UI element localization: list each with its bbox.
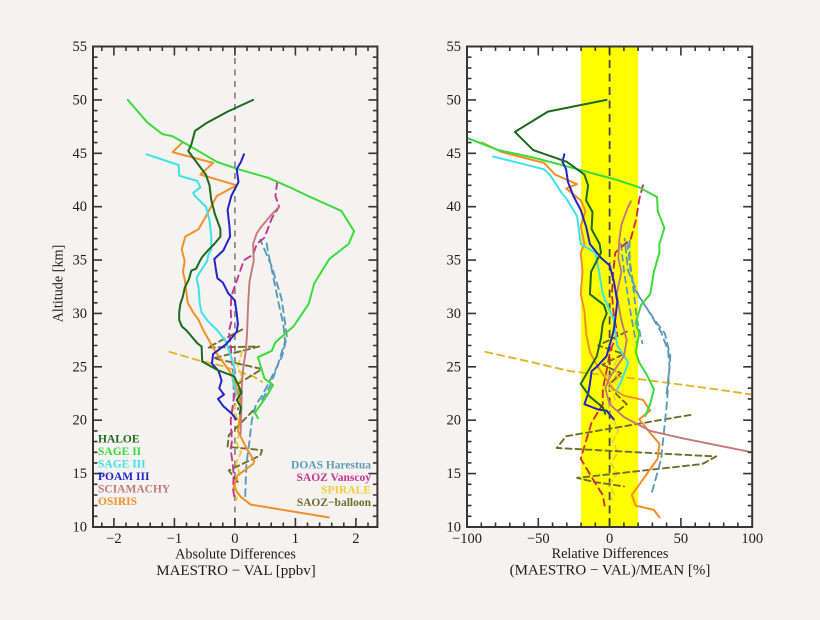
svg-text:0: 0 <box>606 531 613 547</box>
svg-text:−1: −1 <box>167 531 182 547</box>
svg-text:HALOE: HALOE <box>98 434 140 446</box>
svg-text:−2: −2 <box>106 531 121 547</box>
svg-text:1: 1 <box>292 531 299 547</box>
svg-text:50: 50 <box>674 531 689 547</box>
svg-text:100: 100 <box>741 531 763 547</box>
svg-text:10: 10 <box>447 520 462 536</box>
svg-text:SAOZ−balloon: SAOZ−balloon <box>297 497 372 509</box>
svg-text:15: 15 <box>447 466 462 482</box>
svg-text:50: 50 <box>73 92 88 108</box>
svg-text:−50: −50 <box>527 531 550 547</box>
svg-text:(MAESTRO − VAL)/MEAN [%]: (MAESTRO − VAL)/MEAN [%] <box>510 563 711 579</box>
svg-text:45: 45 <box>447 146 462 162</box>
svg-text:55: 55 <box>447 39 462 55</box>
svg-text:35: 35 <box>447 253 462 269</box>
svg-text:Absolute Differences: Absolute Differences <box>175 547 296 563</box>
svg-text:45: 45 <box>73 146 88 162</box>
svg-text:55: 55 <box>73 39 88 55</box>
svg-text:POAM III: POAM III <box>98 471 150 483</box>
svg-text:MAESTRO − VAL [ppbv]: MAESTRO − VAL [ppbv] <box>156 563 315 579</box>
svg-text:30: 30 <box>73 306 88 322</box>
svg-text:2: 2 <box>352 531 359 547</box>
svg-text:SCIAMACHY: SCIAMACHY <box>98 484 171 496</box>
svg-text:25: 25 <box>447 359 462 375</box>
svg-text:Altitude [km]: Altitude [km] <box>51 245 67 323</box>
svg-text:0: 0 <box>231 531 238 547</box>
svg-text:SPIRALE: SPIRALE <box>321 484 371 496</box>
svg-text:20: 20 <box>73 413 88 429</box>
svg-text:10: 10 <box>73 520 88 536</box>
svg-text:DOAS Harestua: DOAS Harestua <box>291 459 371 471</box>
svg-text:25: 25 <box>73 359 88 375</box>
svg-text:20: 20 <box>447 413 462 429</box>
svg-text:15: 15 <box>73 466 88 482</box>
svg-text:SAOZ Vanscoy: SAOZ Vanscoy <box>297 472 372 484</box>
svg-text:SAGE II: SAGE II <box>98 446 142 458</box>
svg-text:40: 40 <box>447 199 462 215</box>
svg-text:−100: −100 <box>452 531 482 547</box>
svg-text:50: 50 <box>447 92 462 108</box>
svg-text:SAGE III: SAGE III <box>98 459 146 471</box>
svg-text:40: 40 <box>73 199 88 215</box>
svg-text:OSIRIS: OSIRIS <box>98 496 137 508</box>
svg-text:Relative Differences: Relative Differences <box>552 546 669 562</box>
svg-text:30: 30 <box>447 306 462 322</box>
svg-text:35: 35 <box>73 253 88 269</box>
